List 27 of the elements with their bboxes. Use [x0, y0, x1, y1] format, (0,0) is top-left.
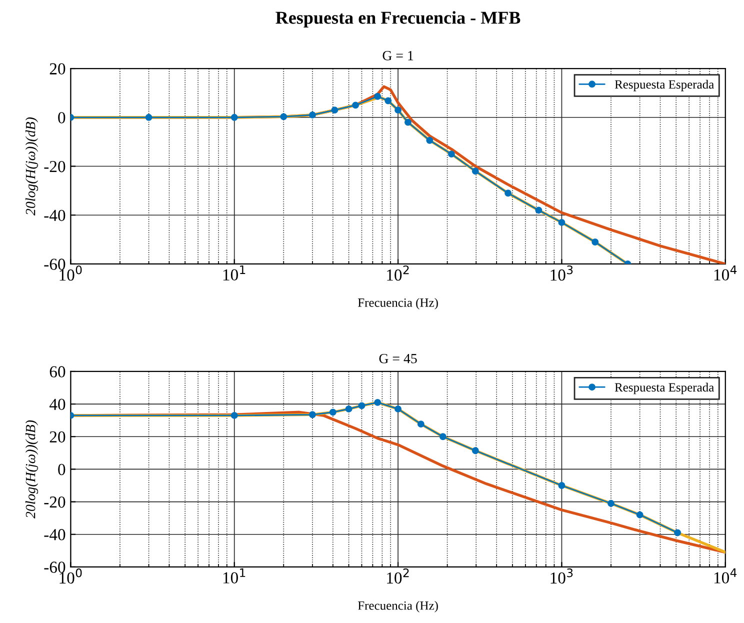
x-tick-label: 10$^{2}$ [387, 265, 409, 281]
x-tick-label: 10$^{3}$ [550, 568, 573, 584]
text: Respuesta en Frecuencia - MFB [276, 11, 520, 28]
x-tick-label: 10$^{1}$ [223, 568, 246, 584]
chart-title: G = 45 [379, 354, 417, 364]
x-tick-label: 10$^{4}$ [714, 568, 737, 584]
x-tick-label: 10$^{4}$ [714, 265, 737, 281]
x-axis-title: Frecuencia (Hz) [358, 601, 438, 612]
y-tick-label: -20 [44, 496, 66, 508]
y-tick-label: 0 [58, 464, 66, 476]
y-axis-title: 20log(H(jω))(dB) [25, 420, 38, 518]
x-tick-label: 10$^{2}$ [387, 568, 409, 584]
y-tick-label: 20 [50, 63, 66, 74]
y-tick-label: -40 [44, 529, 66, 540]
x-tick-label: 10$^{1}$ [223, 265, 246, 281]
y-tick-label: -40 [44, 210, 66, 222]
y-tick-label: -20 [44, 160, 66, 172]
legend-label: Respuesta Esperada [614, 80, 714, 92]
x-tick-label: 10$^{3}$ [550, 265, 573, 281]
x-axis-title: Frecuencia (Hz) [358, 298, 438, 310]
legend-label: Respuesta Esperada [614, 382, 714, 394]
y-tick-label: 60 [50, 366, 66, 378]
y-tick-label: 40 [49, 398, 66, 410]
y-tick-label: 0 [58, 112, 66, 124]
y-axis-title: 20log(H(jω))(dB) [25, 117, 38, 216]
y-tick-label: 20 [50, 431, 66, 443]
chart-title: G = 1 [382, 51, 414, 60]
